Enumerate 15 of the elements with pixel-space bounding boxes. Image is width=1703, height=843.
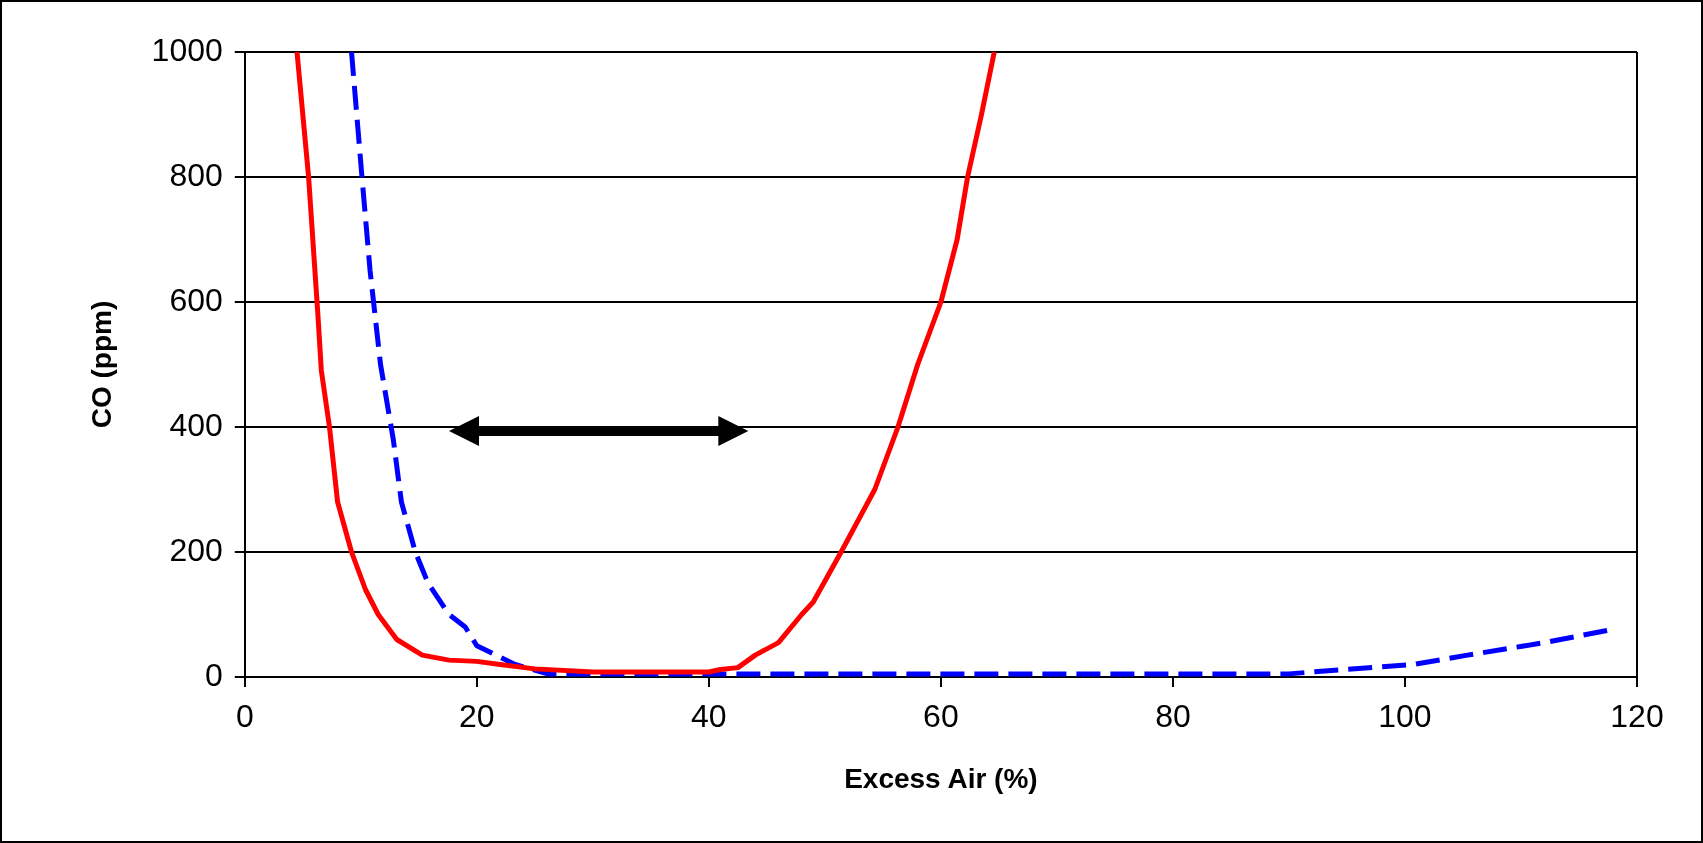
x-axis-title: Excess Air (%) [844, 762, 1038, 794]
x-tick-label: 60 [923, 698, 959, 735]
y-tick-label: 1000 [151, 31, 223, 68]
y-tick-label: 600 [169, 281, 223, 318]
y-tick-label: 0 [204, 656, 223, 693]
y-tick-label: 400 [169, 406, 223, 443]
x-tick-label: 20 [459, 698, 495, 735]
x-tick-label: 100 [1378, 698, 1432, 735]
x-tick-label: 0 [235, 698, 254, 735]
y-tick-label: 200 [169, 531, 223, 568]
x-tick-label: 80 [1155, 698, 1191, 735]
y-axis-title: CO (ppm) [85, 300, 117, 429]
x-tick-label: 40 [691, 698, 727, 735]
y-tick-label: 800 [169, 156, 223, 193]
x-tick-label: 120 [1610, 698, 1664, 735]
